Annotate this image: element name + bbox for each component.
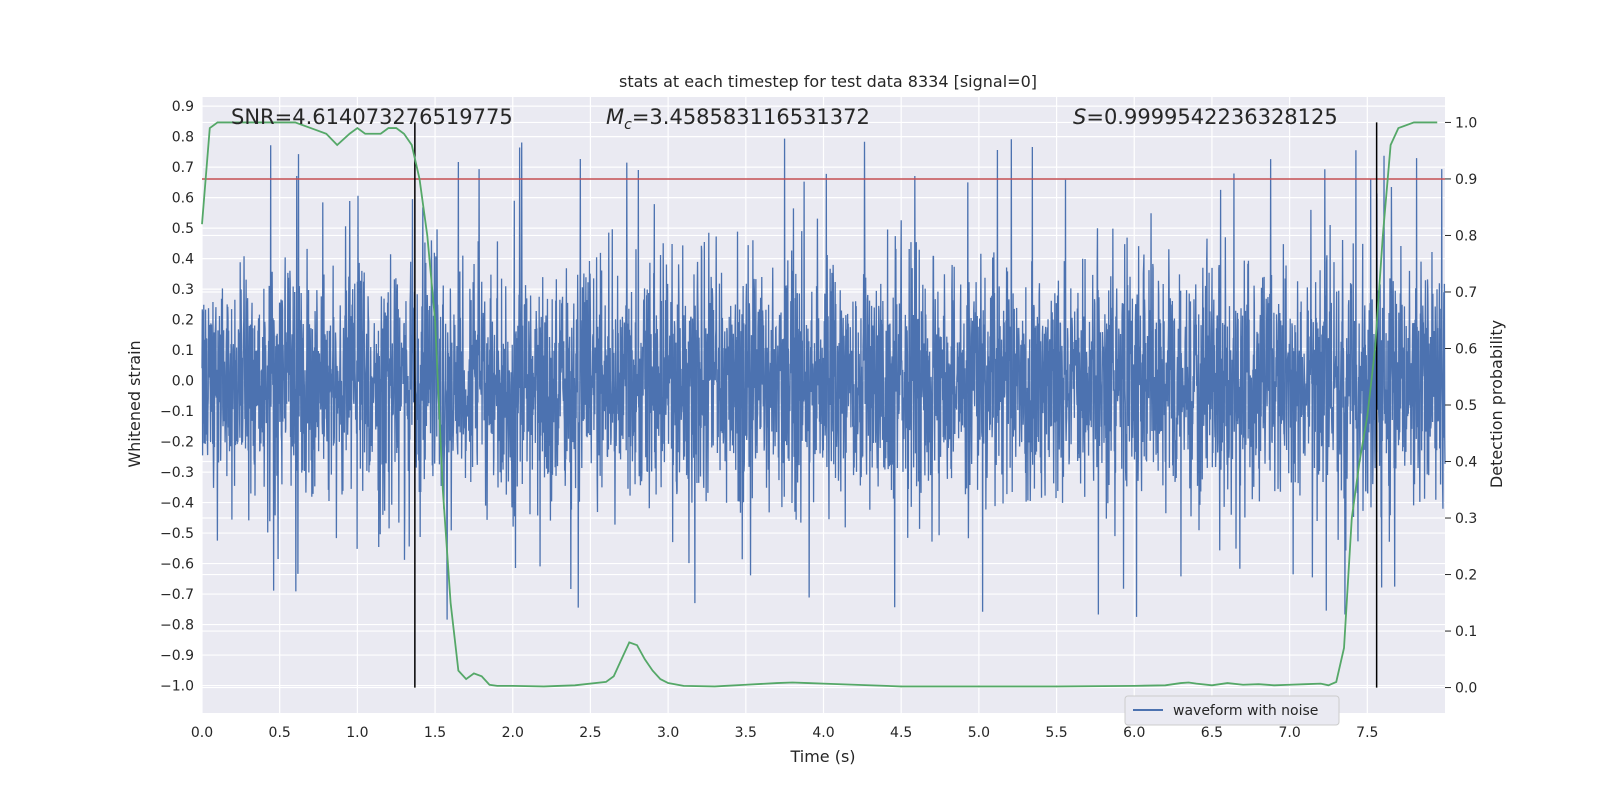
y-tick-label-right: 0.8 [1455, 228, 1477, 244]
legend-label: waveform with noise [1173, 703, 1318, 719]
y-tick-label-right: 0.4 [1455, 455, 1477, 471]
x-tick-label: 7.0 [1278, 725, 1300, 741]
probability-series [201, 121, 1438, 688]
x-tick-label: 5.0 [968, 725, 990, 741]
x-tick-label: 6.5 [1201, 725, 1223, 741]
y-tick-label-left: −0.4 [160, 496, 194, 512]
x-tick-label: 3.0 [657, 725, 679, 741]
y-tick-label-right: 0.0 [1455, 681, 1477, 697]
snr-annotation: SNR=4.614073276519775 [231, 105, 513, 129]
chirp-mass-annotation: Mc=3.458583116531372 [606, 105, 870, 133]
chart-title: stats at each timestep for test data 833… [619, 72, 1037, 91]
x-axis-label: Time (s) [789, 747, 855, 766]
x-tick-label: 1.5 [424, 725, 446, 741]
probability-curve [201, 121, 1438, 688]
y-tick-label-left: 0.6 [172, 191, 194, 207]
y-tick-label-left: 0.1 [172, 343, 194, 359]
s-annotation: S=0.9999542236328125 [1073, 105, 1338, 129]
y-tick-label-right: 0.2 [1455, 568, 1477, 584]
x-tick-label: 5.5 [1045, 725, 1067, 741]
y-tick-label-left: 0.8 [172, 130, 194, 146]
y-tick-label-left: 0.4 [172, 252, 194, 268]
strain-trace [201, 138, 1446, 620]
s-value: =0.9999542236328125 [1086, 105, 1337, 129]
x-tick-label: 6.0 [1123, 725, 1145, 741]
strain-series [201, 138, 1446, 620]
y-tick-label-left: −0.7 [160, 587, 194, 603]
y-tick-label-left: 0.3 [172, 282, 194, 298]
y-tick-label-left: −0.8 [160, 618, 194, 634]
x-tick-label: 7.5 [1356, 725, 1378, 741]
y-tick-label-left: −0.9 [160, 648, 194, 664]
y-tick-label-right: 0.5 [1455, 398, 1477, 414]
y-tick-label-left: 0.7 [172, 160, 194, 176]
y-tick-label-right: 0.9 [1455, 172, 1477, 188]
y-tick-label-left: −0.5 [160, 526, 194, 542]
chirp-mass-subscript: c [624, 117, 632, 133]
y-tick-label-left: −0.3 [160, 465, 194, 481]
x-tick-label: 0.0 [191, 725, 213, 741]
y-tick-label-left: 0.9 [172, 99, 194, 115]
x-tick-label: 1.0 [346, 725, 368, 741]
s-symbol: S [1073, 105, 1086, 129]
x-tick-label: 2.5 [579, 725, 601, 741]
annotation-lines [202, 122, 1445, 688]
y-tick-label-left: 0.5 [172, 221, 194, 237]
x-tick-label: 4.0 [812, 725, 834, 741]
x-tick-label: 4.5 [890, 725, 912, 741]
x-tick-label: 2.0 [502, 725, 524, 741]
y-axis-label-left: Whitened strain [125, 340, 144, 467]
legend: waveform with noise [1124, 695, 1340, 726]
y-tick-label-left: 0.2 [172, 313, 194, 329]
chirp-mass-symbol: M [606, 105, 624, 129]
y-tick-label-left: 0.0 [172, 374, 194, 390]
y-tick-label-left: −1.0 [160, 679, 194, 695]
chirp-mass-value: =3.458583116531372 [632, 105, 870, 129]
y-tick-label-right: 0.6 [1455, 341, 1477, 357]
tick-labels: 0.0 0.5 1.0 1.5 2.0 2.5 3.0 3.5 4.0 4.5 5.0 5.5 6.0 6… [160, 99, 1477, 741]
y-tick-label-left: −0.2 [160, 435, 194, 451]
y-tick-label-right: 0.1 [1455, 624, 1477, 640]
y-tick-label-right: 0.7 [1455, 285, 1477, 301]
y-tick-label-right: 0.3 [1455, 511, 1477, 527]
x-tick-label: 0.5 [269, 725, 291, 741]
y-tick-label-left: −0.6 [160, 557, 194, 573]
y-tick-label-left: −0.1 [160, 404, 194, 420]
y-tick-label-right: 1.0 [1455, 115, 1477, 131]
legend-box [1124, 695, 1340, 726]
x-tick-label: 3.5 [735, 725, 757, 741]
y-axis-label-right: Detection probability [1487, 320, 1506, 488]
